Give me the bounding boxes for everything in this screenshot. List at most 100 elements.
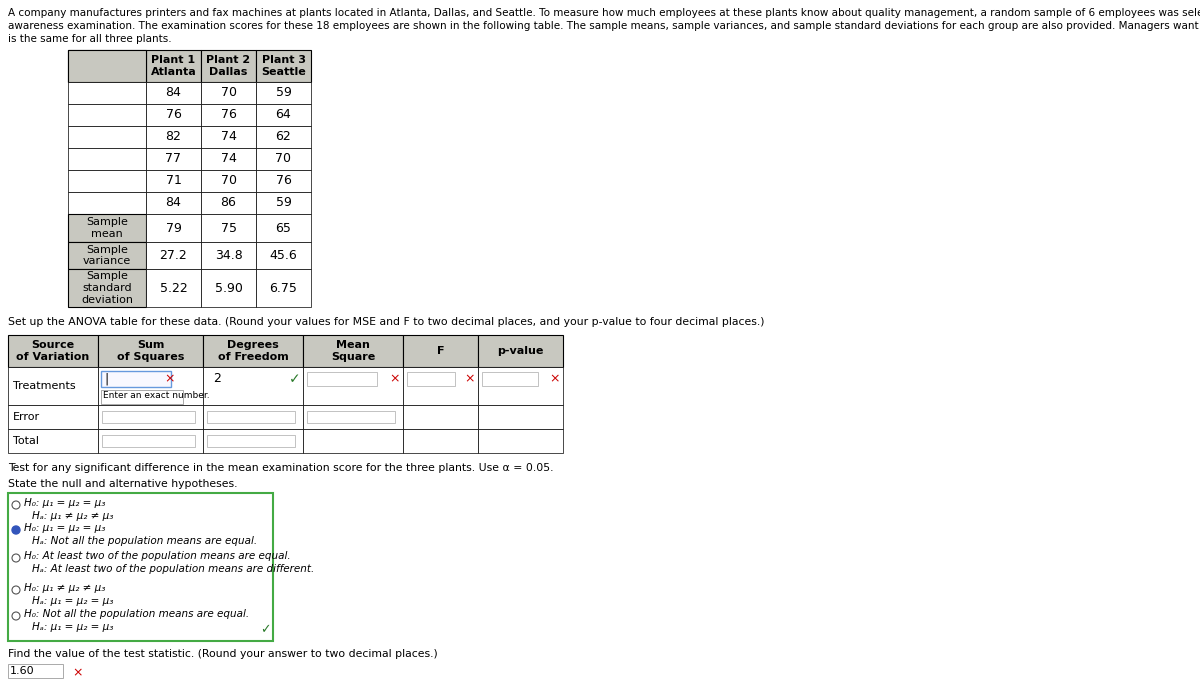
Bar — [202, 104, 256, 126]
Text: Hₐ: μ₁ = μ₂ = μ₃: Hₐ: μ₁ = μ₂ = μ₃ — [32, 596, 113, 606]
Bar — [482, 372, 538, 386]
Bar — [478, 367, 563, 405]
Bar — [146, 148, 202, 170]
Text: Plant 2
Dallas: Plant 2 Dallas — [206, 55, 251, 77]
Bar — [101, 371, 172, 387]
Text: ×: × — [389, 372, 400, 385]
Circle shape — [12, 501, 20, 509]
Text: 74: 74 — [221, 130, 236, 143]
Bar — [256, 50, 311, 82]
Bar — [256, 170, 311, 192]
Bar — [307, 411, 395, 423]
Text: 5.90: 5.90 — [215, 282, 242, 295]
Text: Sample
mean: Sample mean — [86, 217, 128, 239]
Bar — [202, 214, 256, 242]
Bar — [403, 429, 478, 453]
Bar — [102, 411, 194, 423]
Text: F: F — [437, 346, 444, 356]
Bar — [8, 405, 98, 429]
Text: p-value: p-value — [497, 346, 544, 356]
Bar — [256, 269, 311, 307]
Bar — [68, 170, 146, 192]
Text: H₀: At least two of the population means are equal.: H₀: At least two of the population means… — [24, 551, 290, 561]
Text: Treatments: Treatments — [13, 381, 76, 391]
Bar — [202, 148, 256, 170]
Bar — [302, 405, 403, 429]
Text: H₀: μ₁ ≠ μ₂ ≠ μ₃: H₀: μ₁ ≠ μ₂ ≠ μ₃ — [24, 583, 106, 593]
Text: ×: × — [550, 372, 559, 385]
Text: H₀: μ₁ = μ₂ = μ₃: H₀: μ₁ = μ₂ = μ₃ — [24, 498, 106, 508]
Bar — [202, 242, 256, 269]
Text: H₀: μ₁ = μ₂ = μ₃: H₀: μ₁ = μ₂ = μ₃ — [24, 523, 106, 533]
Bar — [202, 82, 256, 104]
Bar — [8, 664, 64, 678]
Text: 70: 70 — [276, 153, 292, 166]
Text: 1.60: 1.60 — [10, 666, 35, 676]
Bar — [478, 429, 563, 453]
Bar — [256, 126, 311, 148]
Text: ×: × — [72, 666, 83, 679]
Text: Hₐ: At least two of the population means are different.: Hₐ: At least two of the population means… — [32, 564, 314, 574]
Bar — [403, 367, 478, 405]
Text: ✓: ✓ — [259, 623, 270, 636]
Text: Sample
variance: Sample variance — [83, 245, 131, 266]
Text: H₀: Not all the population means are equal.: H₀: Not all the population means are equ… — [24, 609, 250, 619]
Bar — [146, 50, 202, 82]
Bar — [146, 242, 202, 269]
Bar — [256, 214, 311, 242]
Bar — [98, 405, 203, 429]
Bar — [403, 405, 478, 429]
Bar — [68, 82, 146, 104]
Bar — [68, 50, 146, 82]
Text: 77: 77 — [166, 153, 181, 166]
Text: 59: 59 — [276, 87, 292, 100]
Text: ×: × — [464, 372, 474, 385]
Text: Set up the ANOVA table for these data. (Round your values for MSE and F to two d: Set up the ANOVA table for these data. (… — [8, 317, 764, 327]
Circle shape — [12, 526, 20, 534]
Bar — [8, 367, 98, 405]
Bar — [68, 269, 146, 307]
Bar — [68, 214, 146, 242]
Bar — [146, 269, 202, 307]
Circle shape — [12, 612, 20, 620]
Bar — [8, 335, 98, 367]
Bar — [202, 126, 256, 148]
Bar — [98, 367, 203, 405]
Text: 70: 70 — [221, 87, 236, 100]
Bar — [101, 390, 182, 404]
Text: Hₐ: μ₁ = μ₂ = μ₃: Hₐ: μ₁ = μ₂ = μ₃ — [32, 622, 113, 632]
Bar — [203, 367, 302, 405]
Bar — [302, 367, 403, 405]
Text: Sum
of Squares: Sum of Squares — [116, 340, 184, 361]
Text: Find the value of the test statistic. (Round your answer to two decimal places.): Find the value of the test statistic. (R… — [8, 649, 438, 659]
Text: |: | — [104, 372, 108, 385]
Text: 34.8: 34.8 — [215, 249, 242, 262]
Bar — [256, 192, 311, 214]
Bar — [307, 372, 377, 386]
Text: 65: 65 — [276, 222, 292, 235]
Bar — [256, 148, 311, 170]
Text: Hₐ: μ₁ ≠ μ₂ ≠ μ₃: Hₐ: μ₁ ≠ μ₂ ≠ μ₃ — [32, 511, 113, 521]
Bar — [202, 192, 256, 214]
Bar — [302, 335, 403, 367]
Text: Mean
Square: Mean Square — [331, 340, 376, 361]
Text: 27.2: 27.2 — [160, 249, 187, 262]
Text: 75: 75 — [221, 222, 236, 235]
Text: Sample
standard
deviation: Sample standard deviation — [82, 271, 133, 305]
Bar — [203, 429, 302, 453]
Circle shape — [12, 554, 20, 562]
Text: Error: Error — [13, 412, 40, 422]
Text: 5.22: 5.22 — [160, 282, 187, 295]
Bar — [203, 405, 302, 429]
Bar — [146, 214, 202, 242]
Bar — [102, 435, 194, 447]
Bar — [202, 170, 256, 192]
Text: ×: × — [164, 372, 174, 385]
Bar — [256, 104, 311, 126]
Bar — [208, 411, 295, 423]
Bar — [203, 335, 302, 367]
Text: 79: 79 — [166, 222, 181, 235]
Text: 2: 2 — [214, 372, 221, 385]
Bar — [478, 335, 563, 367]
Text: State the null and alternative hypotheses.: State the null and alternative hypothese… — [8, 479, 238, 489]
